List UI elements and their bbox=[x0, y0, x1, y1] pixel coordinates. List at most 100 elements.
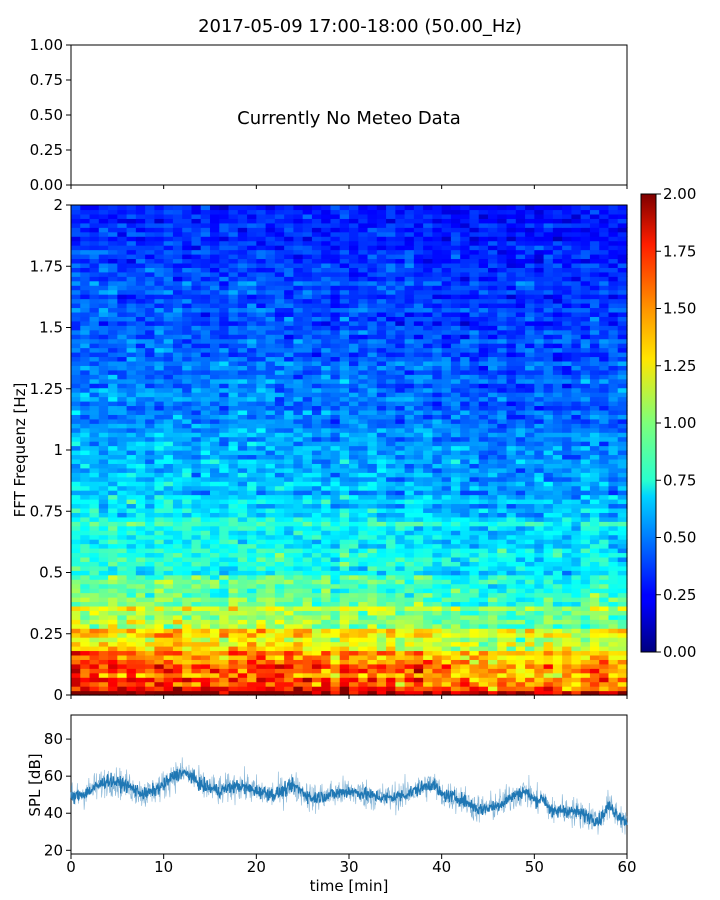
spectrogram-cell bbox=[126, 481, 137, 487]
spectrogram-cell bbox=[265, 592, 276, 598]
spectrogram-cell bbox=[497, 436, 508, 442]
spectrogram-cell bbox=[71, 369, 81, 375]
spectrogram-cell bbox=[200, 436, 211, 442]
spectrogram-cell bbox=[191, 570, 202, 576]
spectrogram-cell bbox=[386, 436, 396, 442]
spectrogram-cell bbox=[126, 507, 137, 513]
spectrogram-cell bbox=[210, 668, 220, 674]
spectrogram-cell bbox=[339, 654, 350, 660]
spectrogram-cell bbox=[478, 450, 489, 456]
spectrogram-cell bbox=[580, 458, 591, 464]
spectrogram-cell bbox=[488, 539, 498, 545]
spectrogram-cell bbox=[135, 534, 146, 540]
spectrogram-cell bbox=[589, 530, 600, 536]
spectrogram-cell bbox=[367, 409, 378, 415]
spectrogram-cell bbox=[580, 619, 591, 625]
spectrogram-cell bbox=[534, 494, 545, 500]
spectrogram-cell bbox=[126, 360, 137, 366]
spectrogram-cell bbox=[126, 369, 137, 375]
spectrogram-cell bbox=[506, 614, 517, 620]
spectrogram-cell bbox=[358, 561, 369, 567]
spectrogram-cell bbox=[599, 570, 610, 576]
spectrogram-cell bbox=[543, 512, 554, 518]
spectrogram-cell bbox=[552, 401, 563, 407]
spectrogram-cell bbox=[135, 574, 146, 580]
spectrogram-cell bbox=[219, 516, 230, 522]
spectrogram-cell bbox=[571, 365, 582, 371]
spectrogram-cell bbox=[571, 352, 582, 358]
spectrogram-cell bbox=[506, 325, 517, 331]
spectrogram-cell bbox=[135, 503, 146, 509]
spectrogram-cell bbox=[284, 352, 294, 358]
spectrogram-cell bbox=[525, 668, 535, 674]
spectrogram-cell bbox=[617, 423, 628, 429]
spectrogram-cell bbox=[543, 423, 554, 429]
spectrogram-cell bbox=[135, 507, 146, 513]
spectrogram-cell bbox=[237, 690, 248, 696]
spectrogram-cell bbox=[450, 690, 461, 696]
spectrogram-cell bbox=[126, 686, 137, 692]
spectrogram-cell bbox=[80, 365, 91, 371]
spectrogram-cell bbox=[135, 423, 146, 429]
spectrogram-cell bbox=[321, 668, 332, 674]
spectrogram-cell bbox=[302, 507, 313, 513]
spectrogram-cell bbox=[441, 418, 452, 424]
spectrogram-cell bbox=[386, 601, 396, 607]
spectrogram-cell bbox=[571, 494, 582, 500]
spectrogram-cell bbox=[228, 343, 239, 349]
spectrogram-cell bbox=[145, 325, 155, 331]
spectrogram-cell bbox=[71, 374, 81, 380]
spectrogram-cell bbox=[256, 619, 267, 625]
spectrogram-cell bbox=[237, 450, 248, 456]
spectrogram-cell bbox=[552, 641, 563, 647]
spectrogram-cell bbox=[71, 556, 81, 562]
spectrogram-cell bbox=[358, 663, 369, 669]
spectrogram-cell bbox=[404, 525, 415, 531]
spectrogram-cell bbox=[617, 659, 628, 665]
spectrogram-cell bbox=[441, 668, 452, 674]
spectrogram-cell bbox=[302, 583, 313, 589]
spectrogram-cell bbox=[376, 490, 387, 496]
spectrogram-cell bbox=[237, 574, 248, 580]
spectrogram-cell bbox=[163, 646, 174, 652]
spectrogram-cell bbox=[117, 654, 128, 660]
spectrogram-cell bbox=[580, 360, 591, 366]
spectrogram-cell bbox=[432, 601, 443, 607]
spectrogram-cell bbox=[265, 445, 276, 451]
spectrogram-cell bbox=[247, 534, 257, 540]
spectrogram-cell bbox=[274, 401, 285, 407]
spectrogram-cell bbox=[349, 356, 359, 362]
spectrogram-cell bbox=[543, 414, 554, 420]
spectrogram-cell bbox=[386, 423, 396, 429]
spectrogram-cell bbox=[349, 405, 359, 411]
spectrogram-cell bbox=[497, 690, 508, 696]
spectrogram-cell bbox=[571, 383, 582, 389]
spectrogram-cell bbox=[589, 592, 600, 598]
spectrogram-cell bbox=[311, 369, 322, 375]
spectrogram-cell bbox=[506, 561, 517, 567]
spectrogram-cell bbox=[89, 436, 100, 442]
spectrogram-cell bbox=[182, 392, 193, 398]
spectrogram-cell bbox=[117, 507, 128, 513]
spectrogram-cell bbox=[247, 641, 257, 647]
spectrogram-cell bbox=[108, 632, 118, 638]
spectrogram-cell bbox=[330, 325, 341, 331]
spectrogram-cell bbox=[534, 436, 545, 442]
spectrogram-cell bbox=[469, 637, 480, 643]
spectrogram-cell bbox=[432, 445, 443, 451]
spectrogram-cell bbox=[599, 672, 610, 678]
spectrogram-cell bbox=[525, 512, 535, 518]
spectrogram-cell bbox=[543, 525, 554, 531]
spectrogram-cell bbox=[126, 646, 137, 652]
spectrogram-cell bbox=[135, 445, 146, 451]
spectrogram-cell bbox=[386, 623, 396, 629]
spectrogram-cell bbox=[98, 472, 109, 478]
spectrogram-cell bbox=[237, 427, 248, 433]
spectrogram-cell bbox=[497, 485, 508, 491]
spectrogram-cell bbox=[311, 463, 322, 469]
spectrogram-cell bbox=[145, 681, 155, 687]
spectrogram-cell bbox=[145, 659, 155, 665]
spectrogram-cell bbox=[200, 601, 211, 607]
spectrogram-cell bbox=[172, 565, 183, 571]
spectrogram-cell bbox=[589, 516, 600, 522]
